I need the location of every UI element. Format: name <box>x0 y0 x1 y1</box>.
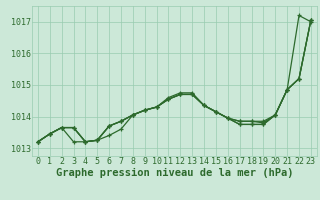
X-axis label: Graphe pression niveau de la mer (hPa): Graphe pression niveau de la mer (hPa) <box>56 168 293 178</box>
